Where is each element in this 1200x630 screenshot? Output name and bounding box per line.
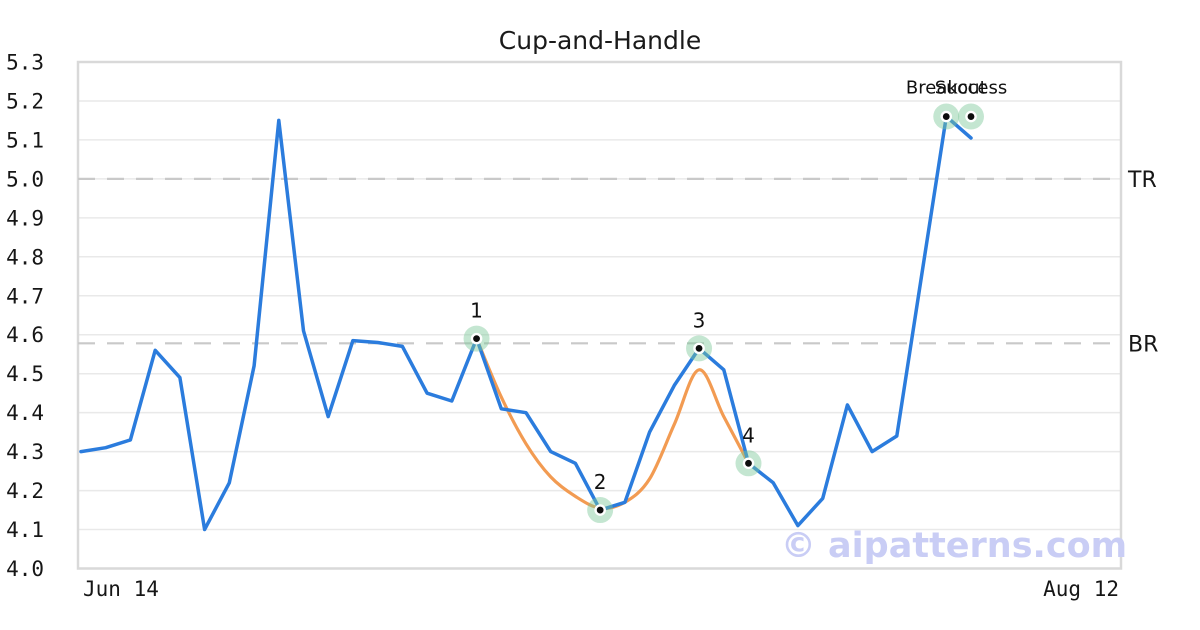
level-lines: TR BR (78, 168, 1158, 357)
y-axis-labels: 5.3 5.2 5.1 5.0 4.9 4.8 4.7 4.6 4.5 4.4 4.3 4.2 4.1 4… (6, 51, 44, 582)
y-tick-label: 4.4 (6, 401, 44, 425)
marker-label-4: 4 (742, 423, 755, 447)
y-tick-label: 5.2 (6, 89, 44, 113)
level-label-br: BR (1128, 332, 1158, 357)
marker-dot-2 (594, 504, 606, 516)
y-tick-label: 4.6 (6, 323, 44, 347)
watermark: © aipatterns.com (781, 526, 1127, 566)
level-label-tr: TR (1127, 168, 1157, 193)
x-tick-end: Aug 12 (1043, 577, 1119, 601)
x-tick-start: Jun 14 (83, 577, 159, 601)
pattern-overlay-line (475, 337, 751, 510)
chart-title: Cup-and-Handle (499, 26, 701, 55)
marker-dot-1 (470, 332, 483, 345)
marker-dot-success (965, 110, 977, 123)
x-axis-labels: Jun 14 Aug 12 (83, 577, 1119, 601)
y-tick-label: 4.7 (6, 284, 44, 308)
marker-label-breakout: Breakout (906, 78, 987, 99)
marker-label-3: 3 (693, 308, 706, 332)
marker-dot-3 (693, 342, 705, 355)
y-tick-label: 4.8 (6, 245, 44, 269)
marker-dot-4 (742, 457, 755, 470)
y-tick-label: 5.0 (6, 167, 44, 191)
y-tick-label: 4.1 (6, 518, 44, 542)
marker-dot-breakout (940, 110, 953, 123)
y-tick-label: 4.0 (6, 557, 44, 581)
y-tick-label: 5.3 (6, 51, 44, 75)
marker-label-success: Success (935, 78, 1007, 99)
y-tick-label: 4.9 (6, 206, 44, 230)
y-tick-label: 5.1 (6, 128, 44, 152)
marker-label-1: 1 (470, 299, 483, 323)
price-line (79, 114, 973, 532)
plot-border (76, 60, 1123, 570)
y-tick-label: 4.3 (6, 440, 44, 464)
y-tick-label: 4.2 (6, 479, 44, 503)
y-tick-label: 4.5 (6, 362, 44, 386)
marker-label-2: 2 (594, 470, 607, 494)
